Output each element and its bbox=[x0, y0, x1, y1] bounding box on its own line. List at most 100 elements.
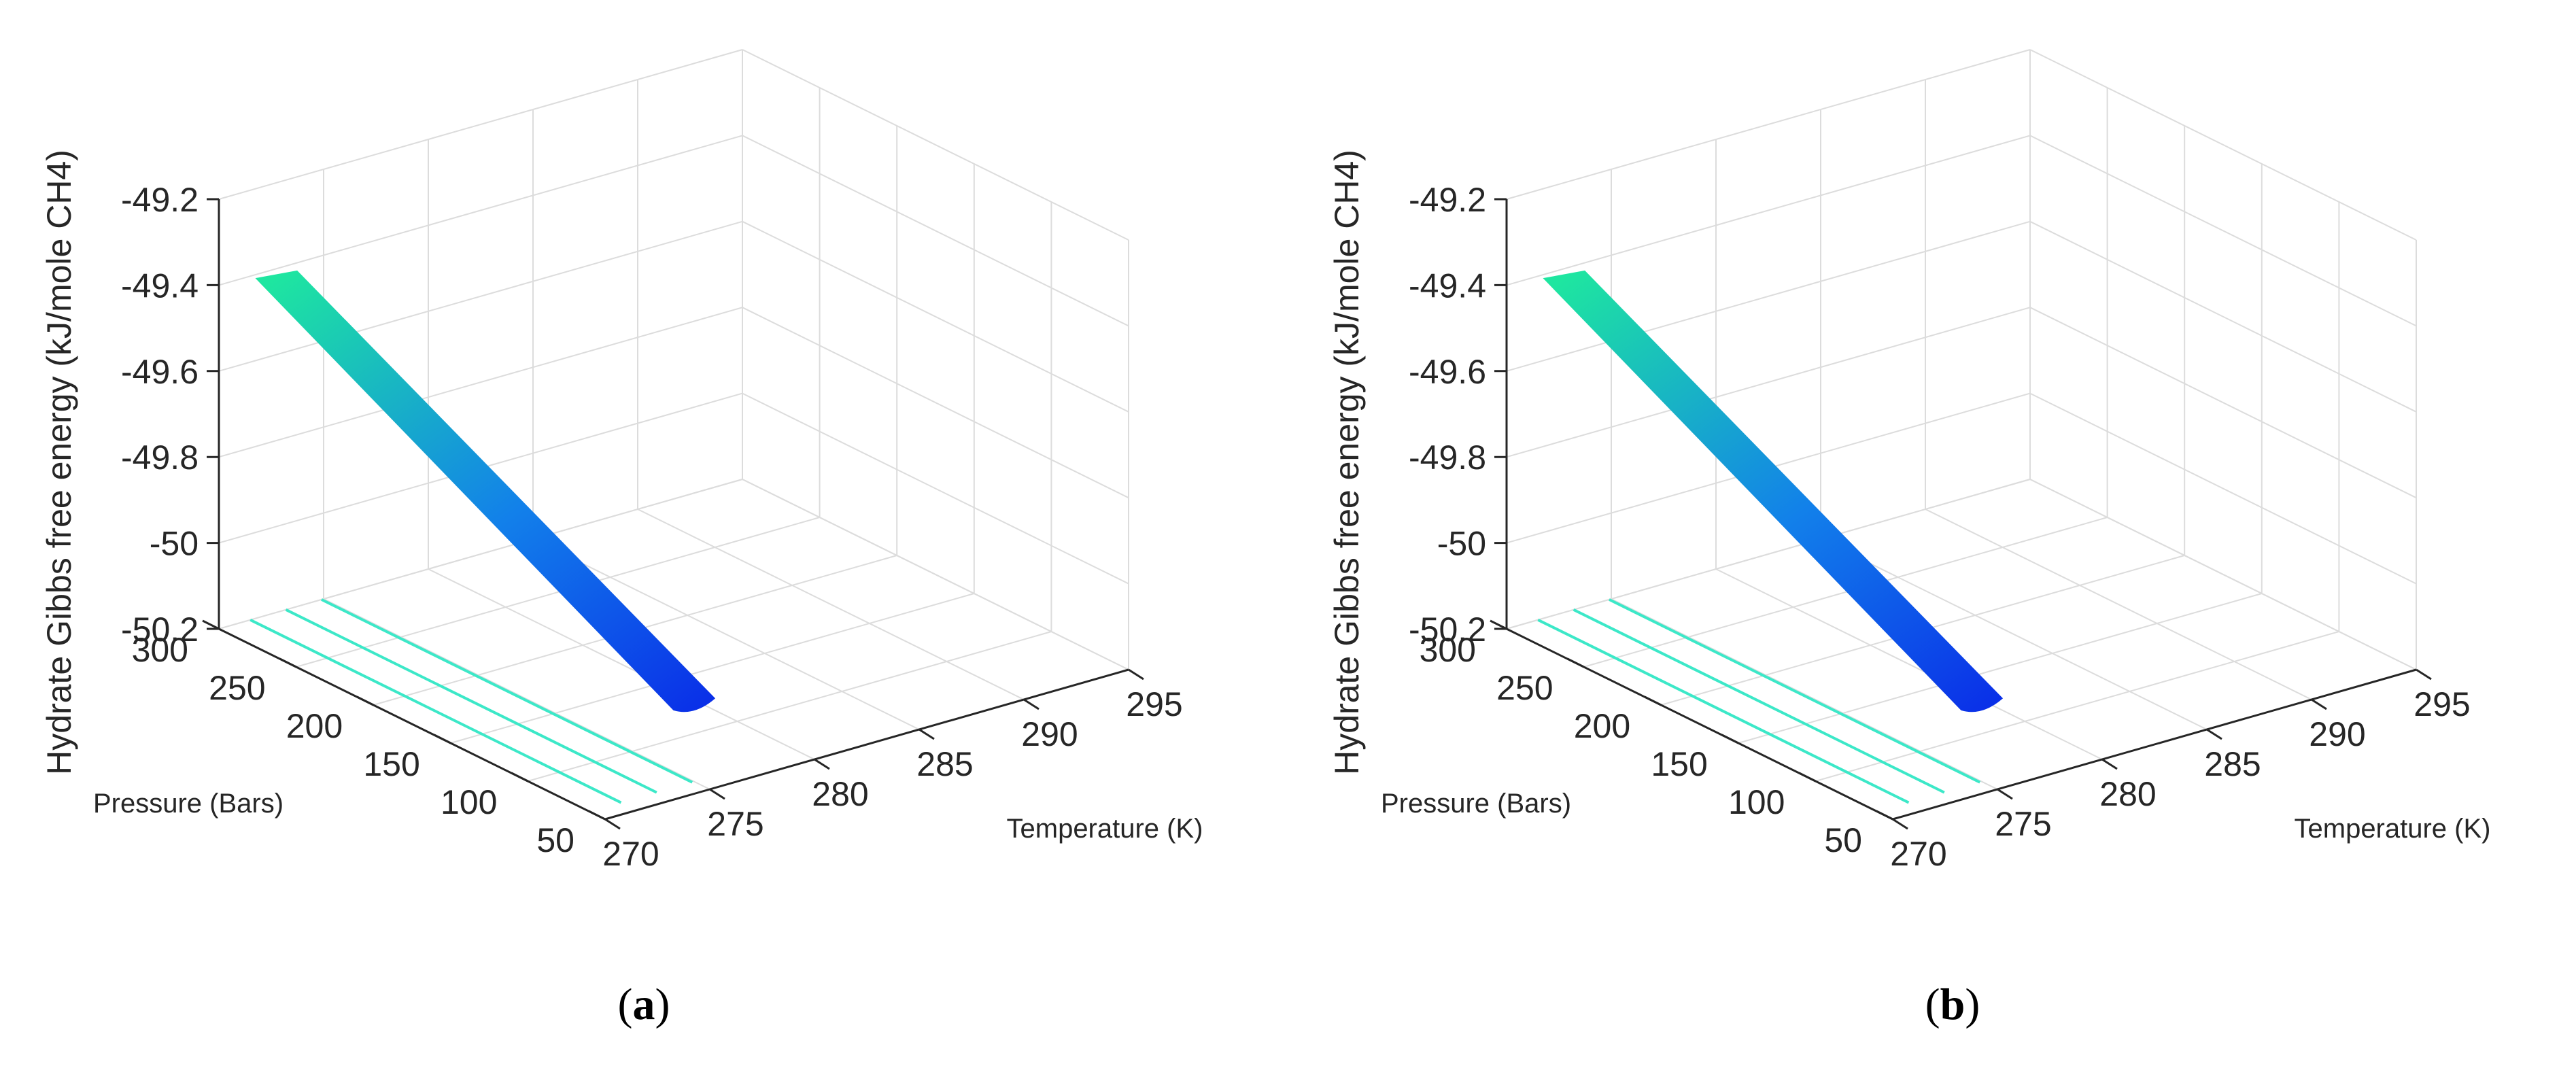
x-axis-line bbox=[604, 668, 1129, 821]
grid-line bbox=[2029, 479, 2417, 670]
grid-lines bbox=[1506, 49, 2417, 820]
x-tick bbox=[2101, 758, 2118, 770]
x-tick-label: 280 bbox=[812, 775, 868, 813]
z-tick-label: -49.4 bbox=[121, 266, 199, 305]
gibbs-energy-surface bbox=[255, 270, 716, 712]
caption-a: (a) bbox=[617, 980, 670, 1029]
grid-line bbox=[637, 509, 1025, 700]
x-tick-label: 285 bbox=[916, 745, 973, 783]
y-tick-label: 250 bbox=[1496, 669, 1553, 707]
caption-b: (b) bbox=[1925, 980, 1980, 1029]
x-axis-line bbox=[1892, 668, 2417, 821]
x-tick-label: 270 bbox=[1890, 835, 1946, 873]
z-tick-label: -49.4 bbox=[1409, 266, 1486, 305]
y-axis-title: Pressure (Bars) bbox=[1381, 789, 1571, 819]
x-tick-label: 285 bbox=[2204, 745, 2261, 783]
grid-line bbox=[218, 479, 743, 630]
x-tick-label: 275 bbox=[707, 805, 763, 843]
y-tick bbox=[1876, 810, 1893, 821]
z-tick-label: -49.2 bbox=[121, 181, 199, 219]
grid-line bbox=[450, 593, 975, 744]
x-tick bbox=[1997, 788, 2013, 800]
y-tick bbox=[511, 772, 529, 783]
x-tick bbox=[918, 728, 935, 740]
contour-line bbox=[1537, 619, 1910, 804]
grid-line bbox=[1738, 593, 2263, 744]
grid-line bbox=[742, 307, 1129, 499]
x-tick bbox=[1892, 818, 1908, 830]
x-tick-label: 275 bbox=[1995, 805, 2051, 843]
grid-line bbox=[1583, 517, 2108, 668]
x-tick bbox=[814, 758, 830, 770]
y-tick-label: 200 bbox=[1574, 707, 1630, 745]
grid-line bbox=[742, 392, 1129, 585]
x-tick-label: 295 bbox=[2414, 685, 2470, 723]
y-tick bbox=[1566, 657, 1585, 668]
grid-line bbox=[742, 49, 1129, 241]
x-axis-title: Temperature (K) bbox=[2295, 814, 2491, 844]
x-tick bbox=[604, 818, 621, 830]
z-axis-title: Hydrate Gibbs free energy (kJ/mole CH4) bbox=[1328, 150, 1366, 775]
y-axis-title: Pressure (Bars) bbox=[93, 789, 284, 819]
x-tick bbox=[2416, 668, 2432, 681]
grid-line bbox=[323, 598, 710, 790]
grid-line bbox=[528, 631, 1052, 782]
y-tick-label: 300 bbox=[1420, 631, 1476, 669]
grid-line bbox=[1925, 509, 2312, 700]
contour-line bbox=[250, 619, 622, 804]
z-tick-label: -49.8 bbox=[121, 439, 199, 477]
y-tick-label: 50 bbox=[1824, 821, 1862, 859]
x-tick bbox=[1023, 698, 1040, 710]
y-tick bbox=[1644, 695, 1662, 706]
y-tick bbox=[434, 734, 451, 744]
y-tick-label: 100 bbox=[441, 783, 497, 821]
grid-line bbox=[1611, 598, 1998, 790]
grid-line bbox=[2029, 135, 2417, 327]
z-tick-label: -50.2 bbox=[121, 611, 199, 649]
tick-marks bbox=[202, 198, 1144, 830]
x-tick bbox=[2206, 728, 2222, 740]
grid-line bbox=[532, 538, 920, 730]
y-tick bbox=[1721, 734, 1739, 744]
contour-line bbox=[1573, 608, 1945, 794]
x-tick-label: 290 bbox=[2309, 715, 2365, 753]
z-tick-label: -49.6 bbox=[121, 353, 199, 391]
gibbs-energy-surface bbox=[1543, 270, 2004, 712]
grid-line bbox=[742, 479, 1129, 670]
chart-panel-b: 270 275 280 285 290 295 50 100 150 200 250 300-50.2… bbox=[1328, 49, 2491, 873]
grid-line bbox=[218, 135, 743, 286]
y-tick bbox=[279, 657, 297, 668]
grid-line bbox=[1820, 538, 2208, 730]
y-tick-label: 200 bbox=[286, 707, 343, 745]
grid-line bbox=[1715, 568, 2103, 760]
contour-lines bbox=[1537, 598, 1981, 804]
y-tick bbox=[356, 695, 374, 706]
grid-line bbox=[1506, 307, 2031, 458]
z-tick-label: -49.8 bbox=[1409, 439, 1486, 477]
grid-line bbox=[1506, 479, 2031, 630]
grid-line bbox=[1815, 631, 2339, 782]
grid-line bbox=[296, 517, 820, 668]
x-tick-label: 270 bbox=[602, 835, 659, 873]
z-tick-label: -49.2 bbox=[1409, 181, 1486, 219]
x-tick bbox=[2311, 698, 2327, 710]
grid-line bbox=[218, 49, 743, 200]
contour-lines bbox=[250, 598, 693, 804]
grid-line bbox=[2029, 307, 2417, 499]
grid-line bbox=[742, 220, 1129, 413]
y-tick-label: 100 bbox=[1728, 783, 1785, 821]
z-tick-label: -49.6 bbox=[1409, 353, 1486, 391]
y-tick bbox=[1798, 772, 1817, 783]
grid-line bbox=[2029, 392, 2417, 585]
x-tick-label: 290 bbox=[1021, 715, 1078, 753]
contour-line bbox=[321, 598, 693, 784]
contour-line bbox=[285, 608, 657, 794]
grid-line bbox=[1506, 135, 2031, 286]
grid-line bbox=[1506, 49, 2031, 200]
x-tick bbox=[709, 788, 725, 800]
z-axis-title: Hydrate Gibbs free energy (kJ/mole CH4) bbox=[40, 150, 78, 775]
y-tick bbox=[588, 810, 606, 821]
z-tick-label: -50.2 bbox=[1409, 611, 1486, 649]
x-tick bbox=[1128, 668, 1144, 681]
